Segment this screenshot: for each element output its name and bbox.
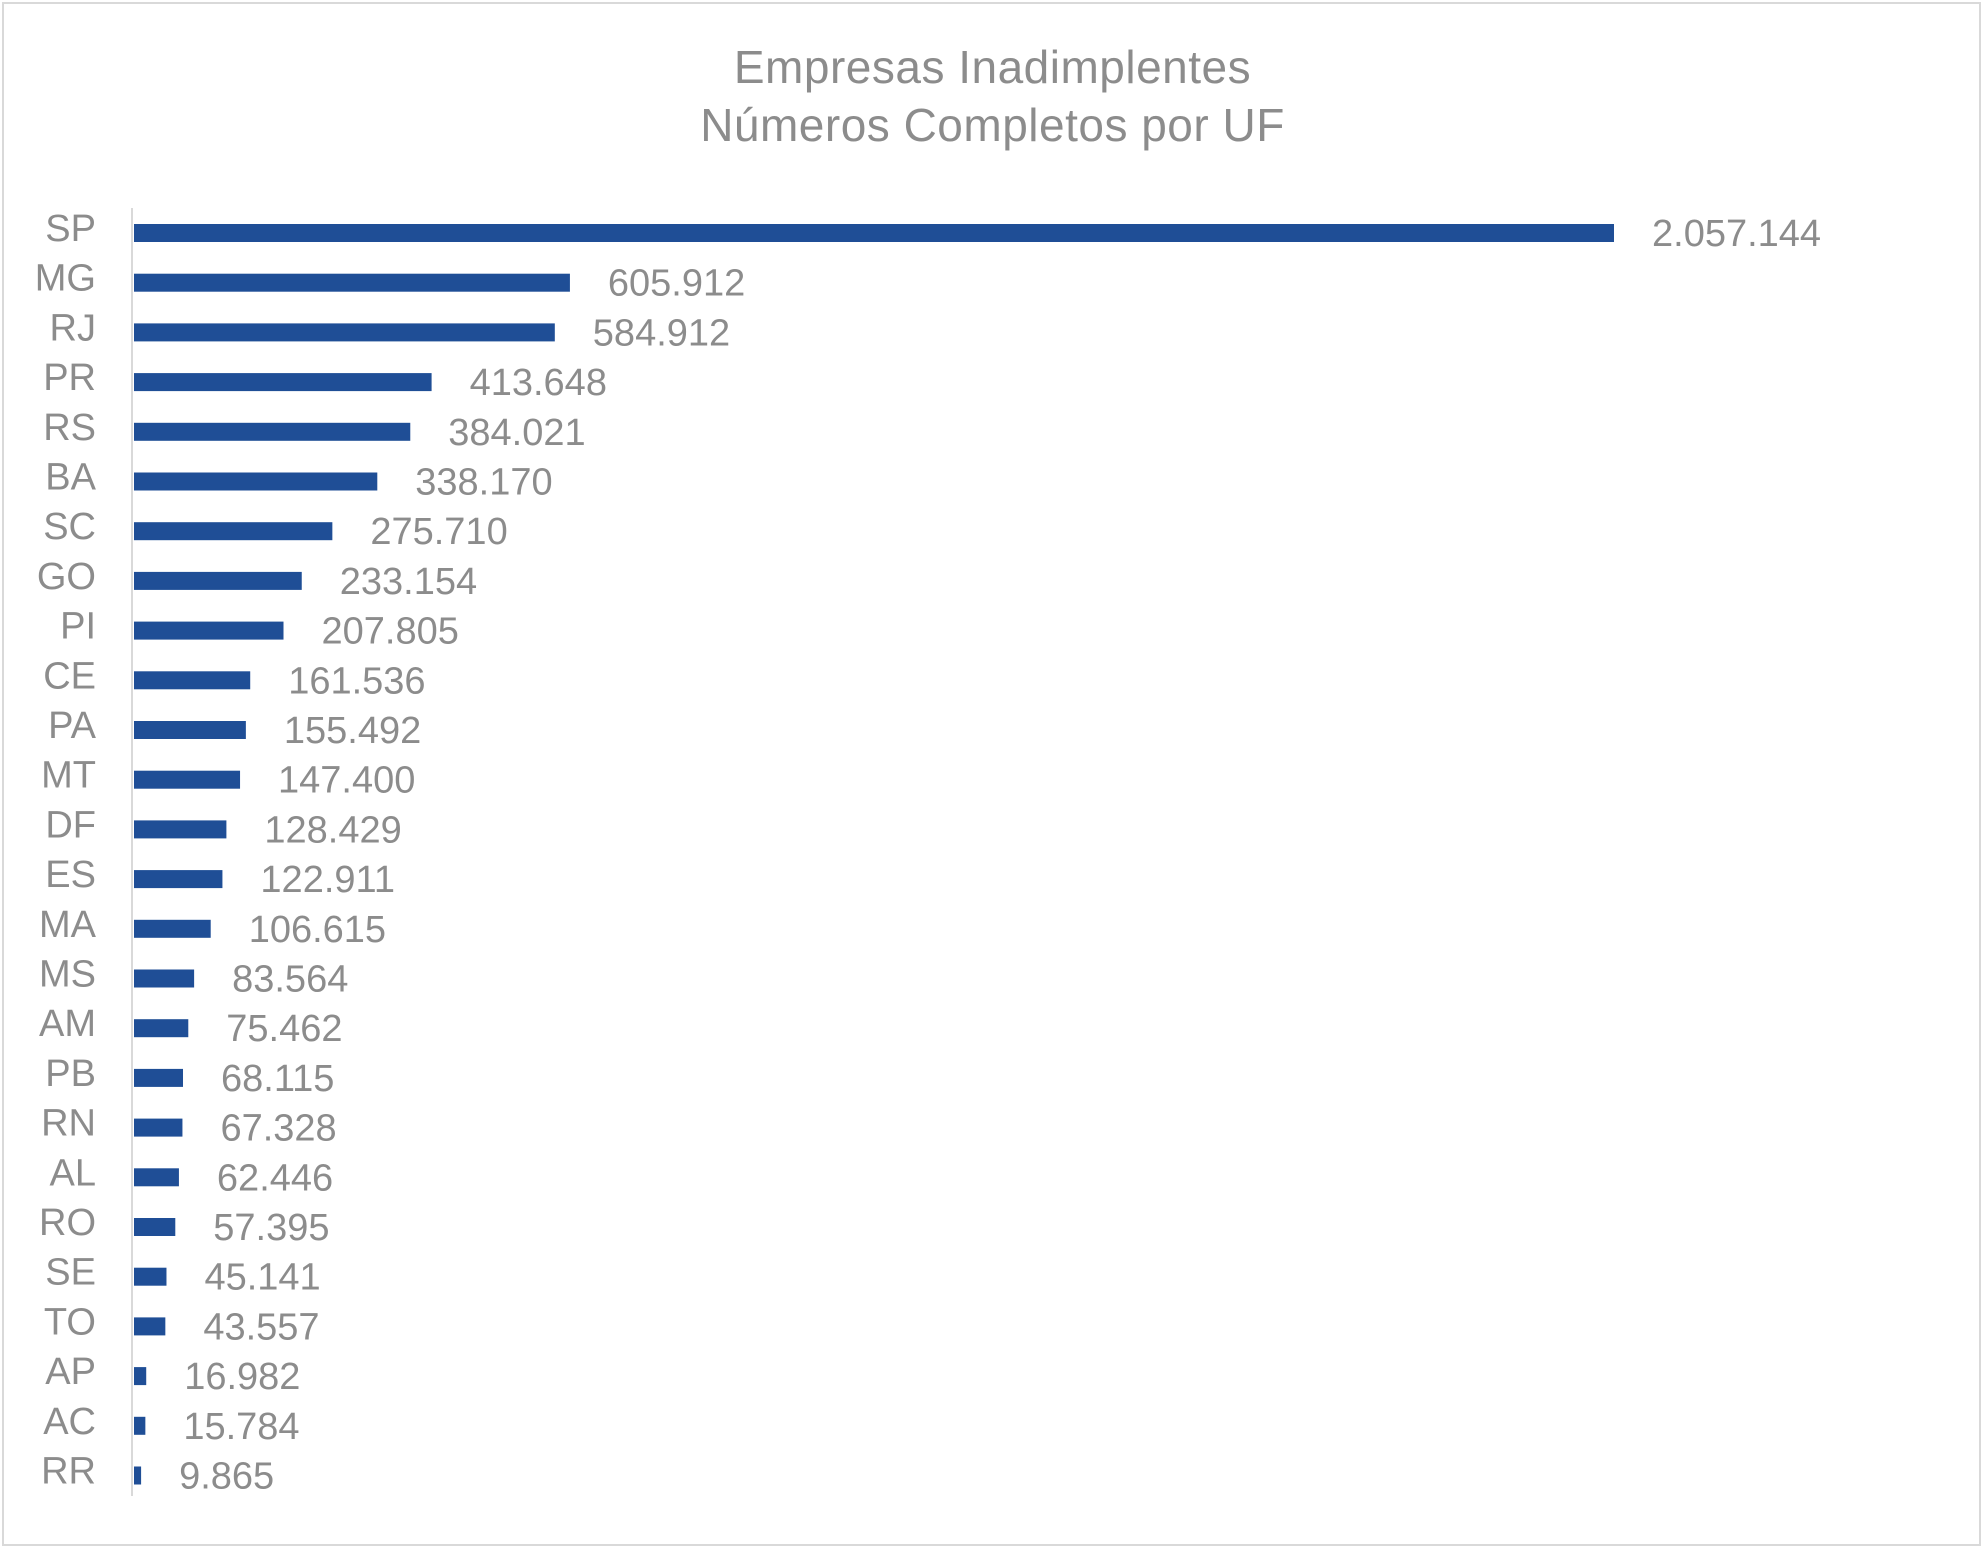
value-label-ma: 106.615: [249, 909, 386, 951]
bar-sp: [134, 224, 1614, 242]
bar-ap: [134, 1367, 147, 1386]
value-label-pr: 413.648: [470, 362, 607, 404]
value-labels-group: 2.057.144 605.912 584.912 413.648 384.021 338…: [179, 213, 1821, 1498]
bar-ac: [134, 1416, 146, 1435]
value-label-mg: 605.912: [608, 263, 745, 305]
bar-ms: [134, 969, 195, 988]
category-label-rs: RS: [43, 407, 96, 449]
value-label-mt: 147.400: [278, 760, 415, 802]
category-label-df: DF: [45, 804, 96, 846]
value-label-sp: 2.057.144: [1652, 213, 1821, 255]
category-label-go: GO: [37, 556, 96, 598]
value-label-pb: 68.115: [221, 1058, 334, 1100]
value-label-ap: 16.982: [184, 1356, 300, 1398]
category-label-ba: BA: [45, 457, 96, 499]
category-label-pr: PR: [43, 357, 96, 399]
bar-df: [134, 820, 227, 839]
bar-am: [134, 1019, 189, 1038]
value-label-rs: 384.021: [448, 412, 585, 454]
category-label-pb: PB: [45, 1053, 96, 1095]
category-label-mg: MG: [35, 258, 96, 300]
value-label-am: 75.462: [226, 1008, 342, 1050]
bar-rn: [134, 1118, 183, 1137]
value-label-ba: 338.170: [415, 462, 552, 504]
bar-pr: [134, 373, 432, 392]
value-label-sc: 275.710: [370, 511, 507, 553]
value-label-to: 43.557: [203, 1306, 319, 1348]
chart-subtitle: Números Completos por UF: [700, 99, 1285, 151]
category-label-pa: PA: [48, 705, 97, 747]
category-label-mt: MT: [41, 755, 96, 797]
chart-title-block: Empresas Inadimplentes Números Completos…: [0, 38, 1985, 154]
bar-mt: [134, 770, 241, 789]
bar-pb: [134, 1068, 184, 1087]
value-label-ce: 161.536: [288, 660, 425, 702]
bar-rs: [134, 422, 411, 441]
category-label-am: AM: [39, 1003, 96, 1045]
bar-mg: [134, 273, 570, 292]
bar-ma: [134, 919, 211, 938]
value-label-es: 122.911: [260, 859, 395, 901]
bar-go: [134, 571, 302, 590]
bar-ce: [134, 671, 251, 690]
value-label-pa: 155.492: [284, 710, 421, 752]
value-label-ms: 83.564: [232, 959, 348, 1001]
value-label-df: 128.429: [264, 809, 401, 851]
value-label-rr: 9.865: [179, 1456, 274, 1498]
value-label-ac: 15.784: [183, 1406, 299, 1448]
bar-to: [134, 1317, 166, 1336]
category-labels-group: SP MG RJ PR RS BA SC GO PI CE PA MT DF ES MA MS AM PB RN AL…: [35, 208, 97, 1493]
category-label-se: SE: [45, 1252, 96, 1294]
category-label-pi: PI: [60, 606, 96, 648]
category-label-al: AL: [50, 1152, 96, 1194]
category-label-rn: RN: [41, 1103, 96, 1145]
bar-rj: [134, 323, 555, 342]
chart-title: Empresas Inadimplentes: [733, 41, 1252, 93]
value-label-ro: 57.395: [213, 1207, 329, 1249]
category-label-ac: AC: [43, 1401, 96, 1443]
category-label-ma: MA: [39, 904, 97, 946]
category-label-rj: RJ: [50, 307, 96, 349]
bar-pi: [134, 621, 284, 640]
bars-group: [134, 224, 1614, 1485]
value-label-rj: 584.912: [593, 312, 730, 354]
bar-se: [134, 1267, 167, 1286]
bar-pa: [134, 721, 246, 739]
category-label-es: ES: [45, 854, 96, 896]
value-label-pi: 207.805: [322, 611, 459, 653]
category-label-sp: SP: [45, 208, 96, 250]
bar-al: [134, 1168, 179, 1187]
category-label-ms: MS: [39, 954, 96, 996]
category-label-ap: AP: [45, 1351, 96, 1393]
value-label-al: 62.446: [217, 1157, 333, 1199]
bar-ba: [134, 472, 378, 491]
value-label-rn: 67.328: [220, 1108, 336, 1150]
bar-es: [134, 870, 223, 889]
value-label-se: 45.141: [204, 1257, 320, 1299]
value-label-go: 233.154: [340, 561, 477, 603]
category-label-sc: SC: [43, 506, 96, 548]
bar-ro: [134, 1218, 176, 1236]
category-label-rr: RR: [41, 1451, 96, 1493]
category-label-ro: RO: [39, 1202, 96, 1244]
bar-rr: [134, 1466, 142, 1485]
bar-sc: [134, 522, 333, 541]
category-label-to: TO: [44, 1301, 96, 1343]
category-label-ce: CE: [43, 655, 96, 697]
